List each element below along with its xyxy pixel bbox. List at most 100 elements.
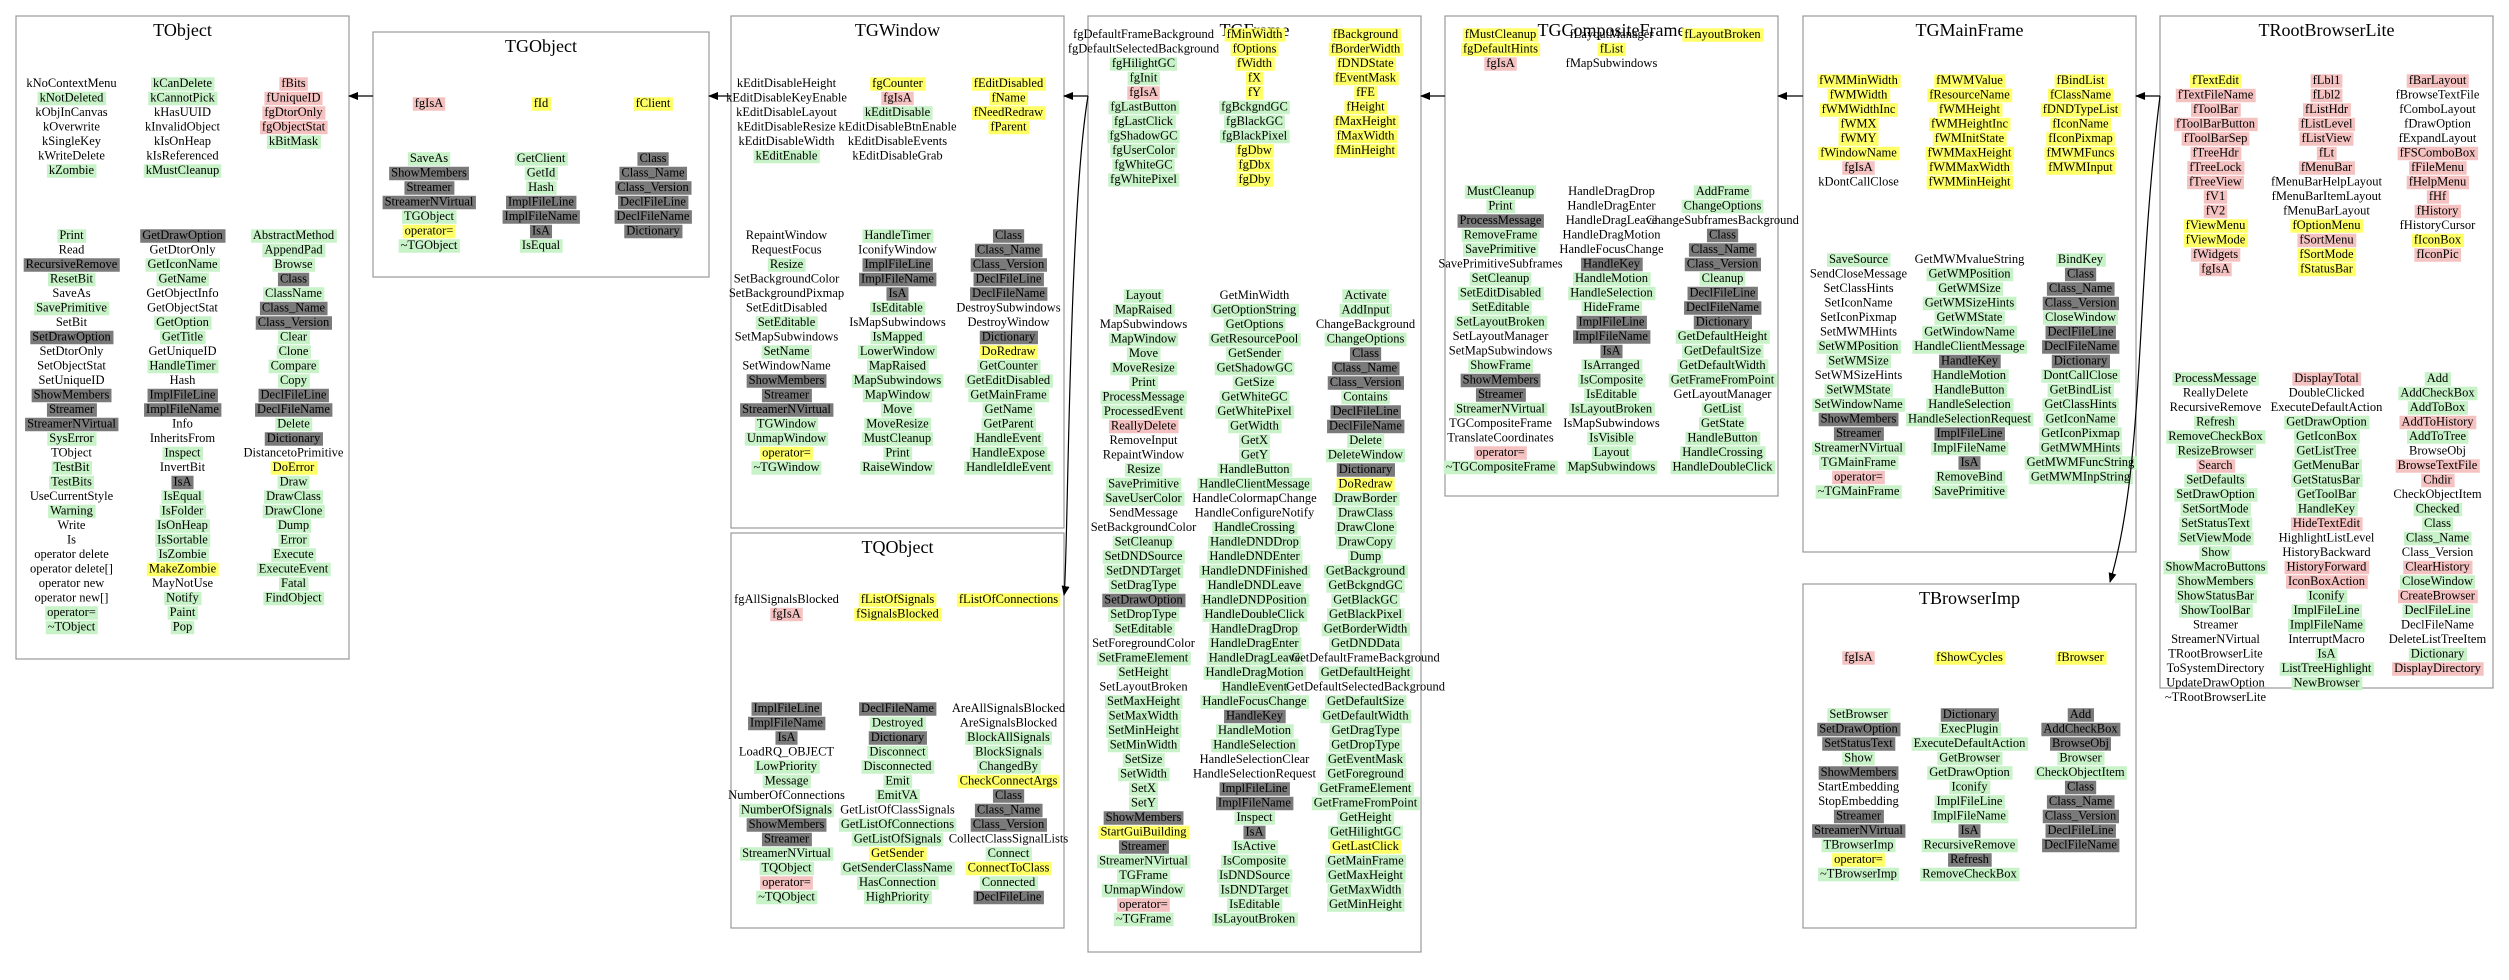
member-highlight (1464, 185, 1537, 199)
member-highlight (1939, 354, 2001, 369)
member: ~TGFrame (1116, 911, 1172, 925)
member: fV2 (2206, 203, 2225, 217)
member-highlight (1927, 88, 2013, 103)
member: fWMWidth (1830, 87, 1889, 101)
member-highlight (739, 803, 835, 818)
member: fTextEdit (2192, 73, 2240, 87)
member-highlight (1324, 695, 1407, 709)
member-highlight (1105, 695, 1183, 709)
member: IsActive (1233, 839, 1276, 853)
member: DeclFileLine (2048, 324, 2114, 338)
member-highlight (402, 224, 456, 239)
member: DeclFileName (2044, 837, 2117, 851)
member-highlight (262, 504, 325, 519)
member-highlight (1127, 71, 1160, 86)
member: SetWMSize (1828, 353, 1889, 367)
member-highlight (1462, 28, 1539, 42)
member-highlight (880, 403, 915, 417)
class-box: TRootBrowserLitefTextEditfTextFileNamefT… (2159, 15, 2494, 704)
member: DoRedraw (981, 344, 1035, 358)
member: Browse (274, 257, 313, 271)
member-highlight (1200, 695, 1310, 709)
member: Class (2067, 779, 2094, 793)
member: fViewMode (2186, 232, 2246, 246)
member-highlight (614, 210, 692, 224)
member: ShowMembers (34, 387, 110, 401)
member: StreamerNVirtual (385, 194, 474, 208)
member: ImplFileLine (1937, 426, 2003, 440)
member-highlight (2183, 233, 2248, 248)
member-highlight (259, 301, 328, 316)
member-highlight (863, 890, 932, 905)
member: GetLastClick (1332, 839, 1399, 853)
member: Print (1488, 198, 1513, 212)
member-highlight (956, 593, 1061, 607)
member: Class_Version (2045, 295, 2117, 309)
member-highlight (263, 287, 325, 301)
member: EmitVA (877, 788, 918, 802)
member: GetSenderClassName (843, 860, 953, 874)
member: ~TGMainFrame (1818, 484, 1900, 498)
member: GetIconBox (2296, 429, 2358, 443)
member: fMenuBarItemLayout (2272, 189, 2382, 203)
member: ChangeOptions (1684, 198, 1762, 212)
member: fMinWidth (1227, 27, 1283, 41)
member: Refresh (2196, 414, 2236, 428)
member: HandleMotion (1218, 723, 1292, 737)
member-highlight (404, 181, 455, 195)
member-highlight (1842, 751, 1875, 766)
member-highlight (2288, 618, 2366, 633)
member-highlight (1937, 751, 2003, 766)
member-highlight (262, 243, 326, 258)
member-highlight (1832, 853, 1885, 867)
member: StartGuiBuilding (1100, 824, 1187, 838)
member-highlight (47, 432, 97, 446)
member-highlight (1347, 550, 1384, 564)
member-highlight (746, 374, 827, 388)
member-highlight (2038, 441, 2123, 456)
member-highlight (1461, 228, 1540, 243)
member-highlight (868, 731, 927, 745)
member: HideFrame (1583, 300, 1640, 314)
member-highlight (1681, 199, 1764, 214)
member-highlight (161, 490, 205, 504)
member: GetDefaultWidth (1679, 358, 1766, 372)
member: SendCloseMessage (1810, 266, 1908, 280)
member: operator= (762, 445, 811, 459)
member: ToSystemDirectory (2167, 661, 2265, 675)
member: TestBits (51, 474, 92, 488)
member: BindKey (2058, 252, 2104, 266)
member: GetObjectStat (147, 300, 218, 314)
member: Search (2198, 458, 2233, 472)
member-highlight (147, 359, 219, 374)
member-highlight (2184, 473, 2247, 488)
member: HandleTimer (864, 228, 931, 242)
member: GetMinWidth (1220, 288, 1290, 302)
member: AddToTree (2409, 429, 2466, 443)
member-highlight (761, 832, 812, 847)
member: SavePrimitive (1108, 476, 1179, 490)
member-highlight (1687, 286, 1758, 301)
member: fWMHeight (1939, 102, 2001, 116)
member: IsA (888, 286, 906, 300)
member: ShowMembers (1106, 810, 1182, 824)
member: GetWhitePixel (1217, 404, 1292, 418)
member-highlight (2310, 74, 2343, 88)
member-highlight (1565, 460, 1658, 475)
member: MapSubwindows (854, 373, 942, 387)
member-highlight (1211, 738, 1299, 753)
member: SaveUserColor (1105, 491, 1182, 505)
member: ImplFileLine (1222, 781, 1288, 795)
member-highlight (2199, 262, 2232, 277)
member-highlight (1597, 42, 1626, 57)
member: DeclFileName (257, 402, 330, 416)
member: fTreeLock (2189, 160, 2242, 174)
member-highlight (279, 577, 309, 591)
member: IsEqual (163, 489, 202, 503)
member: Class_Name (262, 300, 326, 314)
member: DoubleClicked (2289, 385, 2365, 399)
member: SetBit (56, 315, 88, 329)
member: ImplFileName (1218, 795, 1291, 809)
member: fNeedRedraw (974, 105, 1043, 119)
member-highlight (1235, 57, 1275, 71)
